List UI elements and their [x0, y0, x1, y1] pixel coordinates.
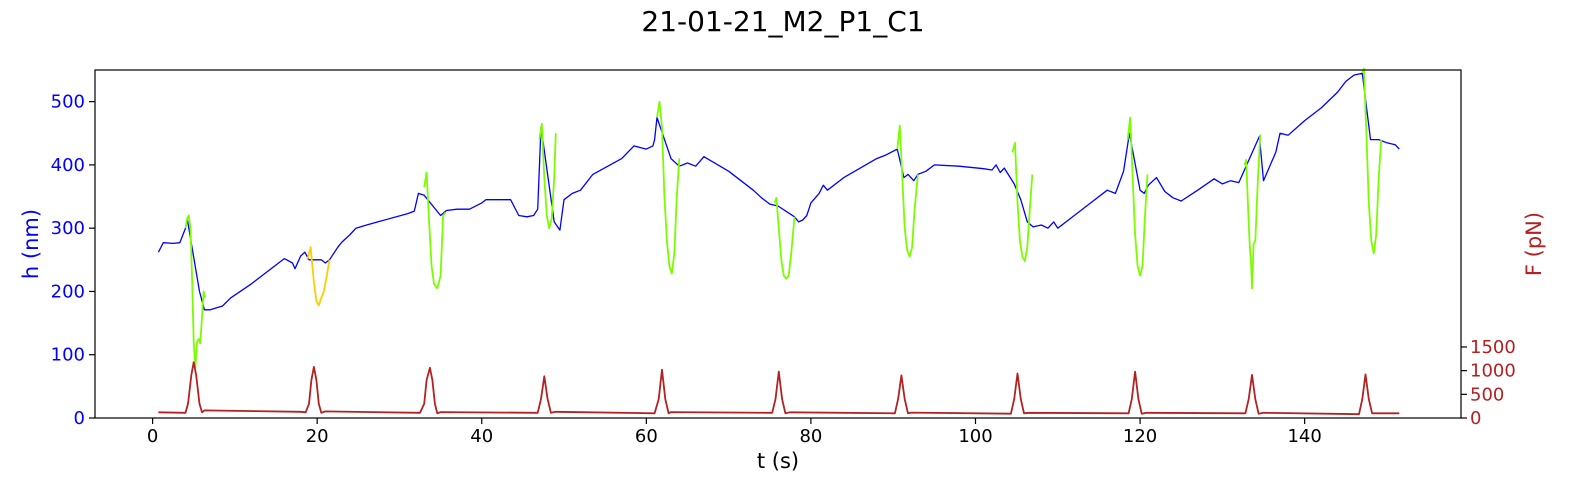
series-line-7	[896, 124, 919, 258]
y-left-tick-label: 400	[51, 155, 85, 176]
series-line-1	[184, 214, 207, 369]
x-tick-label: 100	[958, 426, 992, 447]
y-left-tick-label: 500	[51, 92, 85, 113]
x-tick-label: 140	[1287, 426, 1321, 447]
y-right-tick-label: 1000	[1470, 361, 1516, 382]
y-right-tick-label: 0	[1470, 408, 1481, 429]
x-tick-label: 120	[1123, 426, 1157, 447]
series-line-6	[773, 196, 796, 280]
data-layer	[157, 67, 1400, 416]
series-line-9	[1126, 116, 1149, 277]
y-axis-right-label: F (pN)	[1522, 212, 1546, 276]
y-left-tick-label: 0	[74, 408, 85, 429]
series-line-2	[306, 246, 331, 307]
y-right-tick-label: 500	[1470, 384, 1504, 405]
series-line-12	[158, 361, 1400, 416]
x-tick-label: 0	[147, 426, 158, 447]
y-right-tick-label: 1500	[1470, 337, 1516, 358]
series-line-5	[656, 100, 681, 275]
x-tick-label: 60	[635, 426, 658, 447]
series-line-4	[538, 122, 557, 230]
series-line-0	[157, 72, 1400, 311]
y-left-tick-label: 300	[51, 218, 85, 239]
y-axis-left-label: h (nm)	[19, 209, 43, 279]
x-tick-label: 40	[470, 426, 493, 447]
y-left-tick-label: 200	[51, 281, 85, 302]
y-axis-left: 0 100 200 300 400 500	[51, 92, 95, 429]
x-tick-label: 20	[306, 426, 329, 447]
series-line-3	[423, 171, 447, 290]
chart-title: 21-01-21_M2_P1_C1	[641, 5, 924, 38]
series-line-11	[1361, 67, 1383, 255]
series-line-8	[1011, 141, 1034, 263]
plot-frame	[94, 69, 1462, 419]
x-axis: 0 20 40 60 80 100 120 140	[147, 418, 1322, 447]
series-line-10	[1243, 134, 1262, 290]
x-axis-label: t (s)	[757, 449, 799, 473]
x-tick-label: 80	[799, 426, 822, 447]
y-left-tick-label: 100	[51, 345, 85, 366]
